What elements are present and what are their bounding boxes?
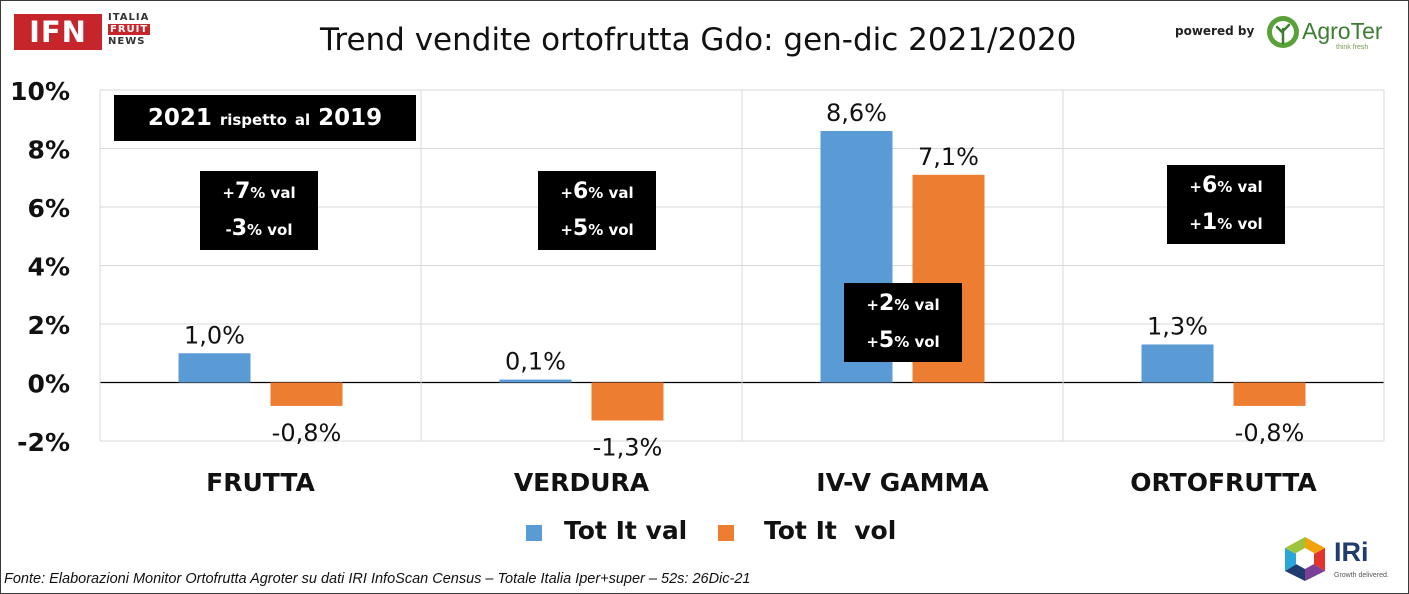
data-label: 8,6% (826, 99, 887, 127)
data-label: -0,8% (1235, 419, 1305, 447)
agroter-logo: AgroTer think fresh (1266, 12, 1384, 52)
annotation-box-frutta: +7% val -3% vol (200, 171, 318, 250)
ann-vol-sign: + (560, 220, 573, 239)
bar-val-3 (1141, 344, 1214, 383)
chart-title: Trend vendite ortofrutta Gdo: gen-dic 20… (320, 22, 1077, 58)
data-label: 0,1% (505, 348, 566, 376)
chart-data-labels: 1,0% -0,8% 0,1% -1,3% 8,6% 7,1% 1,3% -0,8% (184, 99, 1304, 462)
y-tick-label: 6% (28, 194, 70, 223)
y-tick-label: 8% (28, 136, 70, 165)
x-category-label: VERDURA (514, 468, 650, 497)
ann-vol-unit: % vol (588, 220, 634, 239)
comparison-text-2: al (294, 111, 311, 129)
ifn-logo-words: ITALIA FRUIT NEWS (108, 12, 151, 48)
ann-vol-unit: % vol (247, 220, 293, 239)
x-category-label: ORTOFRUTTA (1130, 468, 1317, 497)
ann-vol-num: 5 (878, 327, 895, 353)
ann-val-sign: + (1189, 177, 1202, 196)
powered-by-label: powered by (1175, 24, 1255, 38)
annotation-box-verdura: +6% val +5% vol (538, 171, 656, 250)
bar-vol-0 (270, 382, 343, 406)
iri-logo-name: IRi (1334, 537, 1369, 567)
ann-vol-sign: + (866, 332, 879, 351)
ifn-logo-line1: ITALIA (108, 12, 150, 23)
bar-val-0 (178, 353, 251, 383)
ann-val-unit: % val (588, 183, 634, 202)
ifn-logo: IFN ITALIA FRUIT NEWS (14, 12, 164, 52)
bar-vol-1 (591, 382, 664, 421)
legend-swatch-val (526, 525, 542, 541)
comparison-text-1: rispetto (219, 111, 287, 129)
x-category-label: IV-V GAMMA (816, 468, 989, 497)
x-category-label: FRUTTA (206, 468, 315, 497)
ann-val-unit: % val (1217, 177, 1263, 196)
ann-vol-sign: + (1189, 214, 1202, 233)
y-tick-label: 4% (28, 253, 70, 282)
ann-val-num: 2 (878, 290, 895, 316)
source-note: Fonte: Elaborazioni Monitor Ortofrutta A… (4, 571, 751, 587)
ifn-logo-mark: IFN (14, 14, 102, 50)
iri-logo: IRi Growth delivered. (1282, 535, 1392, 585)
ann-vol-unit: % vol (1217, 214, 1263, 233)
comparison-note-box: 2021 rispetto al 2019 (114, 95, 416, 141)
bar-vol-3 (1233, 382, 1306, 406)
ann-val-num: 6 (1201, 172, 1218, 198)
y-tick-label: 0% (28, 370, 70, 399)
comparison-year-a: 2021 (147, 105, 212, 131)
ifn-logo-line2: FRUIT (108, 24, 151, 35)
data-label: -0,8% (272, 419, 342, 447)
ann-val-unit: % val (250, 183, 296, 202)
ann-val-sign: + (560, 183, 573, 202)
iri-cube-icon (1285, 537, 1325, 581)
agroter-logo-tagline: think fresh (1336, 44, 1369, 51)
y-axis-ticks: 10% 8% 6% 4% 2% 0% -2% (10, 77, 70, 457)
iri-logo-tagline: Growth delivered. (1334, 572, 1389, 579)
ann-vol-num: 1 (1201, 209, 1218, 235)
x-axis-categories: FRUTTA VERDURA IV-V GAMMA ORTOFRUTTA (206, 468, 1317, 497)
annotation-box-iv-v-gamma: +2% val +5% vol (844, 283, 962, 362)
ann-val-num: 7 (234, 178, 251, 204)
ann-vol-sign: - (225, 220, 232, 239)
data-label: 1,0% (184, 321, 245, 349)
y-tick-label: -2% (17, 428, 70, 457)
data-label: 7,1% (918, 143, 979, 171)
y-tick-label: 10% (10, 77, 70, 106)
legend-label-val: Tot It val (564, 516, 688, 545)
ann-val-num: 6 (572, 178, 589, 204)
ann-val-sign: + (222, 183, 235, 202)
data-label: -1,3% (593, 434, 663, 462)
legend-swatch-vol (718, 525, 734, 541)
bar-val-1 (499, 379, 572, 383)
legend-label-vol: Tot It vol (764, 516, 897, 545)
ifn-logo-line3: NEWS (108, 36, 146, 47)
agroter-leaf-icon (1267, 16, 1299, 48)
comparison-year-b: 2019 (318, 105, 383, 131)
ann-val-sign: + (866, 295, 879, 314)
agroter-logo-name: AgroTer (1302, 18, 1383, 44)
y-tick-label: 2% (28, 311, 70, 340)
data-label: 1,3% (1147, 312, 1208, 340)
ann-vol-num: 3 (231, 215, 248, 241)
ann-val-unit: % val (894, 295, 940, 314)
annotation-box-ortofrutta: +6% val +1% vol (1167, 165, 1285, 244)
ann-vol-unit: % vol (894, 332, 940, 351)
ann-vol-num: 5 (572, 215, 589, 241)
